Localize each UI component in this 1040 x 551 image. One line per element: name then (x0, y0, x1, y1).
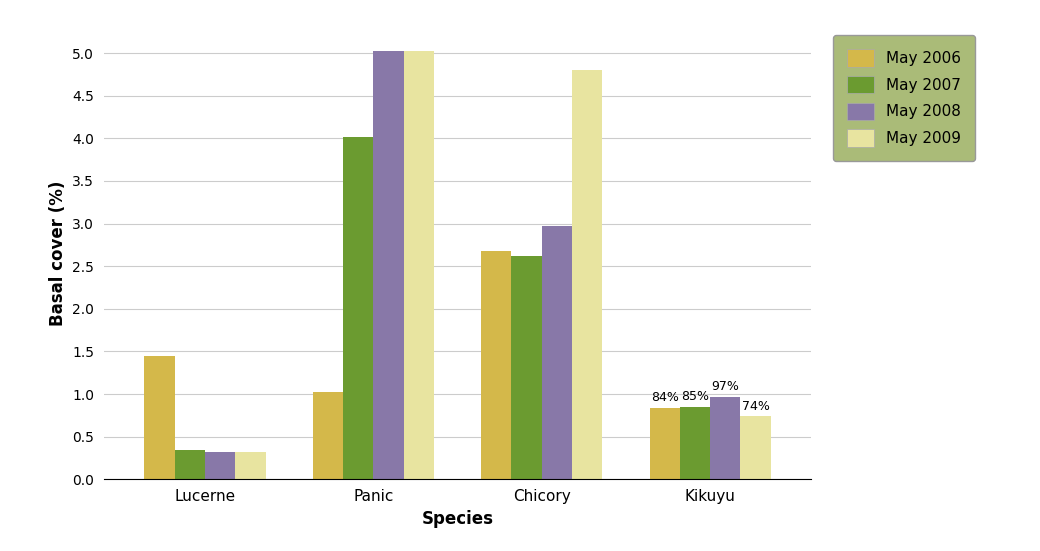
Bar (710, 397, 740, 479)
Y-axis label: Basal cover (%): Basal cover (%) (49, 181, 67, 326)
Bar (740, 417, 771, 479)
Legend: May 2006, May 2007, May 2008, May 2009: May 2006, May 2007, May 2008, May 2009 (833, 35, 976, 161)
Bar (205, 452, 235, 479)
X-axis label: Species: Species (421, 510, 494, 528)
Bar (542, 226, 572, 479)
Bar (680, 407, 710, 479)
Bar (650, 408, 680, 479)
Bar (313, 392, 343, 479)
Text: 97%: 97% (711, 380, 739, 393)
Bar (373, 51, 404, 479)
Bar (482, 251, 512, 479)
Bar (235, 452, 265, 479)
Bar (175, 450, 205, 479)
Bar (404, 51, 434, 479)
Bar (512, 256, 542, 479)
Text: 84%: 84% (651, 391, 679, 404)
Bar (145, 356, 175, 479)
Bar (343, 137, 373, 479)
Bar (572, 70, 602, 479)
Text: 74%: 74% (742, 400, 770, 413)
Text: 85%: 85% (681, 391, 709, 403)
